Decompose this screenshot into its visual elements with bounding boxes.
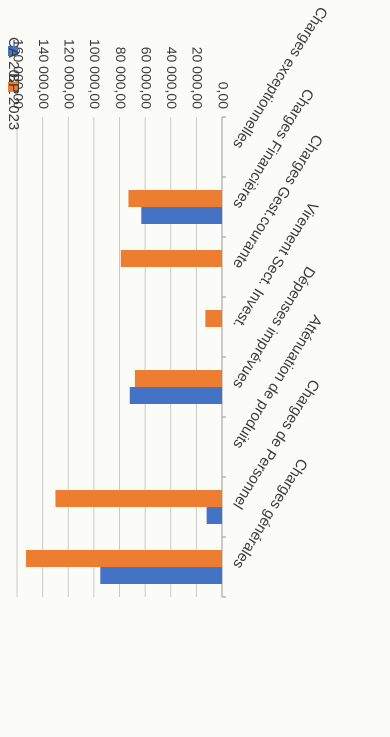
x-tick-label: 80 000,00 xyxy=(113,47,129,109)
bars xyxy=(25,190,222,584)
x-tick-label: 0,00 xyxy=(215,82,231,109)
bar-ca-2022-charges-financieres xyxy=(141,207,222,224)
bar-ca-2022-charges-de-personnel xyxy=(206,507,222,524)
x-tick-label: 100 000,00 xyxy=(87,39,103,109)
bar-bp-2023-charges-gest-courante xyxy=(120,250,222,267)
bar-bp-2023-charges-de-personnel xyxy=(55,490,222,507)
bar-bp-2023-charges-financieres xyxy=(128,190,222,207)
grid-lines xyxy=(16,116,226,598)
legend-label-bp-2023: BP 2023 xyxy=(5,73,22,130)
bar-bp-2023-charges-generales xyxy=(25,550,222,567)
bar-ca-2022-charges-generales xyxy=(100,567,222,584)
category-label-charges-generales: Charges générales xyxy=(229,455,311,571)
bar-bp-2023-virement-sect-invest xyxy=(205,310,222,327)
legend-label-ca-2022: CA 2022 xyxy=(5,37,22,95)
x-tick-label: 40 000,00 xyxy=(164,47,180,109)
legend-swatch-bp-2023 xyxy=(8,82,18,92)
x-tick-label: 140 000,00 xyxy=(36,39,52,109)
x-tick-label: 20 000,00 xyxy=(190,47,206,109)
x-axis-tick-labels: 0,00 20 000,00 40 000,00 60 000,00 80 000,00… xyxy=(10,39,231,109)
bar-ca-2022-depenses-imprevues xyxy=(129,387,222,404)
bar-bp-2023-depenses-imprevues xyxy=(134,370,222,387)
x-tick-label: 120 000,00 xyxy=(62,39,78,109)
legend-swatch-ca-2022 xyxy=(8,46,18,56)
x-tick-label: 60 000,00 xyxy=(138,47,154,109)
